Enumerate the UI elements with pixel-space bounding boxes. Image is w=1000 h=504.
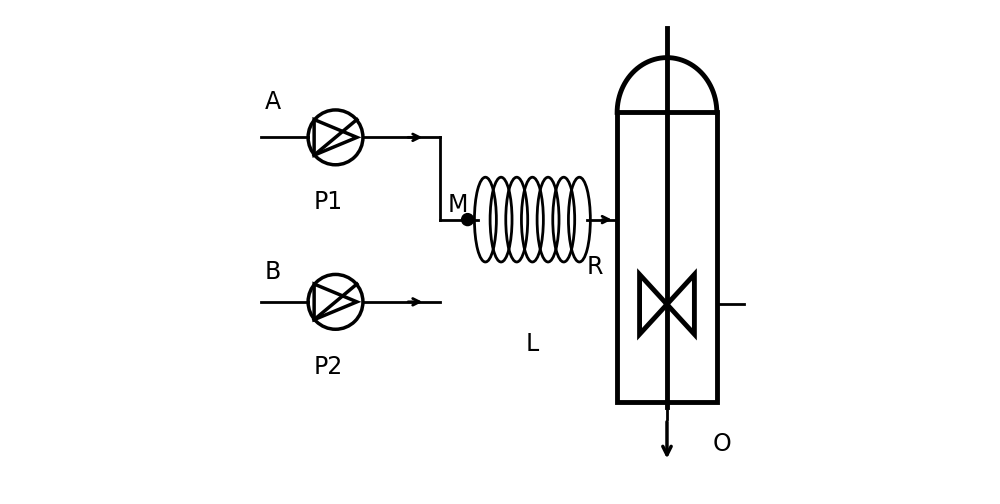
Text: B: B	[265, 260, 281, 284]
Text: M: M	[447, 193, 468, 217]
Text: P2: P2	[313, 355, 343, 379]
Text: L: L	[526, 332, 539, 356]
Text: O: O	[712, 432, 731, 456]
Text: A: A	[265, 90, 281, 114]
Bar	[617, 112, 717, 402]
Circle shape	[462, 214, 474, 226]
Text: R: R	[586, 255, 603, 279]
Text: P1: P1	[313, 190, 343, 214]
